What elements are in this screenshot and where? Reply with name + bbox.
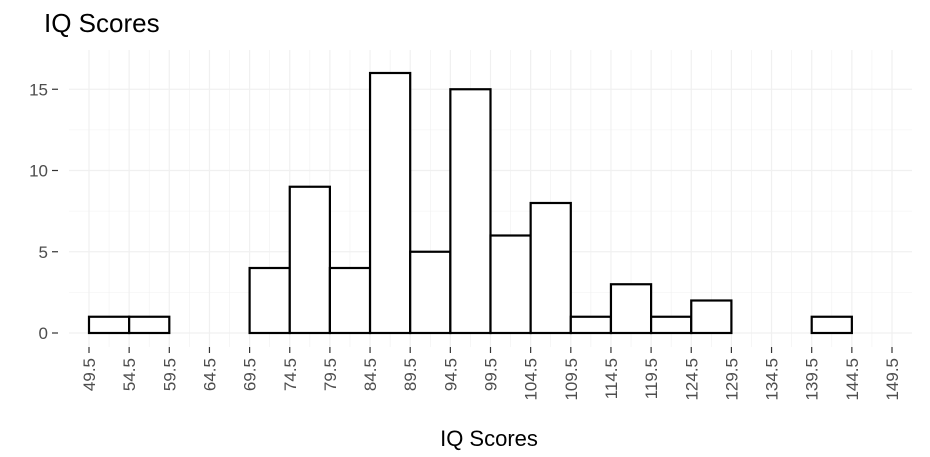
y-axis: 0 5 10 15 bbox=[29, 80, 58, 343]
x-tick-label: 114.5 bbox=[602, 358, 621, 399]
x-tick-label: 119.5 bbox=[642, 358, 661, 399]
x-tick-label: 89.5 bbox=[401, 358, 420, 391]
histogram-bar bbox=[368, 71, 412, 335]
histogram-bar bbox=[810, 315, 853, 335]
bars bbox=[87, 71, 853, 335]
y-tick-label: 0 bbox=[39, 324, 48, 343]
x-tick-label: 99.5 bbox=[482, 358, 501, 391]
histogram-bar bbox=[128, 315, 171, 335]
histogram-bar bbox=[529, 201, 572, 335]
histogram-bar bbox=[409, 250, 452, 335]
histogram-bar bbox=[87, 315, 131, 335]
histogram-bar bbox=[489, 234, 532, 335]
histogram-bar bbox=[649, 315, 693, 335]
histogram-bar bbox=[328, 266, 372, 335]
x-axis: 49.5 54.5 59.5 64.5 69.5 74.5 79.5 84.5 89.5 94.5… bbox=[80, 347, 902, 401]
histogram-bar bbox=[288, 185, 332, 335]
x-tick-label: 139.5 bbox=[803, 358, 822, 401]
histogram-bar bbox=[690, 299, 733, 335]
x-tick-label: 69.5 bbox=[241, 358, 260, 391]
x-tick-label: 129.5 bbox=[722, 358, 741, 401]
x-tick-label: 124.5 bbox=[682, 358, 701, 401]
x-tick-label: 144.5 bbox=[843, 358, 862, 401]
x-tick-label: 79.5 bbox=[321, 358, 340, 391]
histogram-bar bbox=[248, 266, 291, 335]
x-tick-label: 94.5 bbox=[441, 358, 460, 391]
x-tick-label: 104.5 bbox=[522, 358, 541, 401]
x-tick-label: 49.5 bbox=[80, 358, 99, 391]
x-tick-label: 149.5 bbox=[883, 358, 902, 401]
x-tick-label: 74.5 bbox=[281, 358, 300, 391]
y-tick-label: 10 bbox=[29, 162, 48, 181]
y-tick-label: 15 bbox=[29, 80, 48, 99]
histogram-bar bbox=[569, 315, 613, 335]
chart-title: IQ Scores bbox=[44, 8, 160, 38]
x-tick-label: 64.5 bbox=[200, 358, 219, 391]
x-tick-label: 84.5 bbox=[361, 358, 380, 391]
x-tick-label: 134.5 bbox=[763, 358, 782, 401]
histogram-bar bbox=[609, 283, 653, 335]
histogram-bar bbox=[449, 88, 492, 335]
x-tick-label: 54.5 bbox=[120, 358, 139, 391]
x-axis-label: IQ Scores bbox=[440, 426, 538, 451]
y-tick-label: 5 bbox=[39, 243, 48, 262]
x-tick-label: 59.5 bbox=[160, 358, 179, 391]
x-tick-label: 109.5 bbox=[562, 358, 581, 401]
